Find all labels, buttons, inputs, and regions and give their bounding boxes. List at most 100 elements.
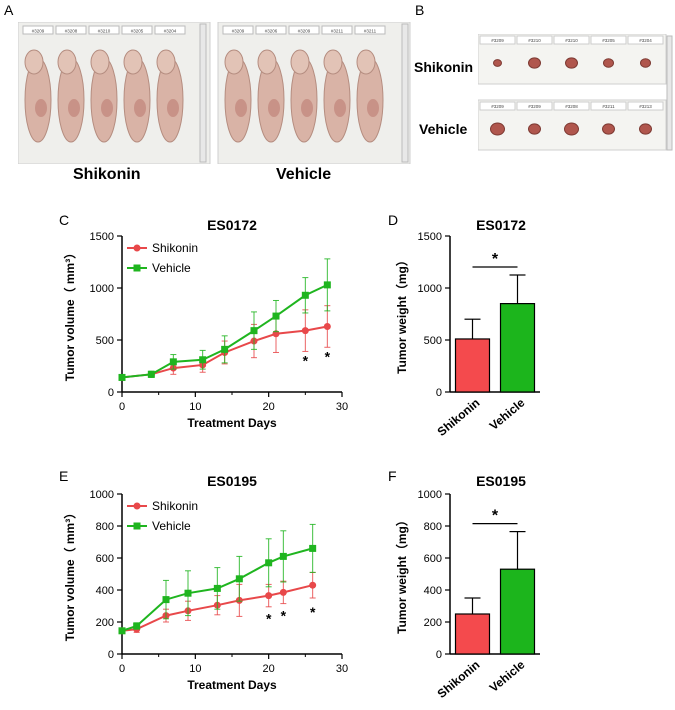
mouse-tumor [167,99,179,117]
data-point-vehicle [147,370,155,378]
mouse-tag-label: #3205 [131,29,144,34]
data-point-vehicle [279,552,287,560]
data-point-vehicle [118,373,126,381]
tumor [493,59,502,67]
y-tick-label: 500 [96,335,114,347]
tumor-tag-card [553,101,590,111]
data-point-vehicle [235,575,243,583]
mouse-tag-label: #3211 [364,29,377,34]
x-axis-label: Treatment Days [187,678,277,692]
mouse-head [123,49,143,75]
category-label: Shikonin [435,396,483,439]
panel-b-label-shikonin: Shikonin [414,59,474,75]
x-tick-label: 10 [189,401,201,413]
panel-letter-a: A [4,2,14,18]
chart-f-tumor-weight-es0195: ES0195 0 200 400 600 800 1000 Tumor weight（mg） S… [394,473,540,701]
tumor-tag-label: #3205 [602,38,615,43]
legend-label: Vehicle [152,519,191,533]
x-tick-label: 30 [336,401,348,413]
mouse-tag-card [255,25,287,35]
mouse-head [323,49,343,75]
tumor [639,123,652,135]
panel-letter-e: E [59,468,69,484]
tumor-tag-label: #3209 [491,38,504,43]
tumor-tag-card [479,101,516,111]
tumor-tag-card [516,101,553,111]
tumor [602,123,615,135]
y-tick-label: 0 [108,387,114,399]
tumor-tag-card [516,35,553,45]
mouse-tag-card [222,25,254,35]
tumor [490,122,505,136]
mouse-head [24,49,44,75]
panel-letter-c: C [59,212,70,228]
y-axis-label: Tumor volume（ mm³） [62,507,77,641]
data-point-vehicle [184,589,192,597]
mouse-head [156,49,176,75]
mouse-tumor [134,99,146,117]
mouse-tumor [334,99,346,117]
x-tick-label: 0 [119,401,125,413]
data-point-vehicle [323,281,331,289]
mouse-tag-label: #3211 [331,29,344,34]
data-point-vehicle [309,544,317,552]
tumor [640,58,651,68]
tumor [528,57,541,69]
tumor-tag-label: #3210 [528,38,541,43]
legend-marker [133,264,141,272]
bar-shikonin [454,338,491,393]
mouse-tag-card [22,25,54,35]
tumor-tag-label: #3210 [565,38,578,43]
y-tick-label: 600 [424,553,442,565]
data-point-vehicle [221,345,229,353]
mouse-tumor [35,99,47,117]
mouse-head [257,49,277,75]
mouse-head [90,49,110,75]
mouse-tumor [367,99,379,117]
mouse-tag-card [154,25,186,35]
mouse-tag-card [88,25,120,35]
y-axis-label: Tumor weight（mg） [394,254,409,374]
significance-star: * [492,508,499,525]
data-point-vehicle [118,627,126,635]
legend-label: Vehicle [152,261,191,275]
legend-marker [133,522,141,530]
y-axis-label: Tumor weight（mg） [394,514,409,634]
data-point-shikonin [309,581,317,589]
mouse-tag-card [354,25,386,35]
tumor-tag-label: #3208 [565,104,578,109]
panel-letter-b: B [415,2,425,18]
tumor-tag-card [590,101,627,111]
tumor [565,57,578,69]
mouse-tag-label: #3209 [232,29,245,34]
mouse-tumor [268,99,280,117]
mouse-head [224,49,244,75]
significance-star: * [310,604,316,620]
panel-b-photo: #3209 #3210 #3210 #3205 #3204 #3209 #3209 #320… [478,34,673,151]
significance-star: * [492,251,499,268]
mouse-group-right: #3209 #3206 #3209 #3211 #3211 [222,25,386,143]
y-tick-label: 800 [96,521,114,533]
panel-b-label-vehicle: Vehicle [419,121,468,137]
tumor-row-shikonin: #3209 #3210 #3210 #3205 #3204 [479,35,664,69]
mouse-tumor [301,99,313,117]
data-point-shikonin [265,592,273,600]
mouse-tag-card [55,25,87,35]
y-tick-label: 1500 [418,231,442,243]
y-tick-label: 600 [96,553,114,565]
mouse-group-left: #3209 #3208 #3210 #3205 #3204 [22,25,186,143]
legend-label: Shikonin [152,499,198,513]
data-point-vehicle [301,291,309,299]
tumor-tag-card [627,35,664,45]
x-tick-label: 20 [263,401,275,413]
data-point-vehicle [213,584,221,592]
panel-a-label-vehicle: Vehicle [276,166,332,183]
significance-star: * [266,611,272,627]
tumor-tag-card [553,35,590,45]
significance-star: * [303,353,309,369]
y-tick-label: 1500 [90,231,114,243]
x-tick-label: 20 [263,663,275,675]
tumor-tag-card [590,35,627,45]
chart-d-tumor-weight-es0172: ES0172 0 500 1000 1500 Tumor weight（mg） Shikon… [394,217,540,439]
significance-star: * [281,607,287,623]
